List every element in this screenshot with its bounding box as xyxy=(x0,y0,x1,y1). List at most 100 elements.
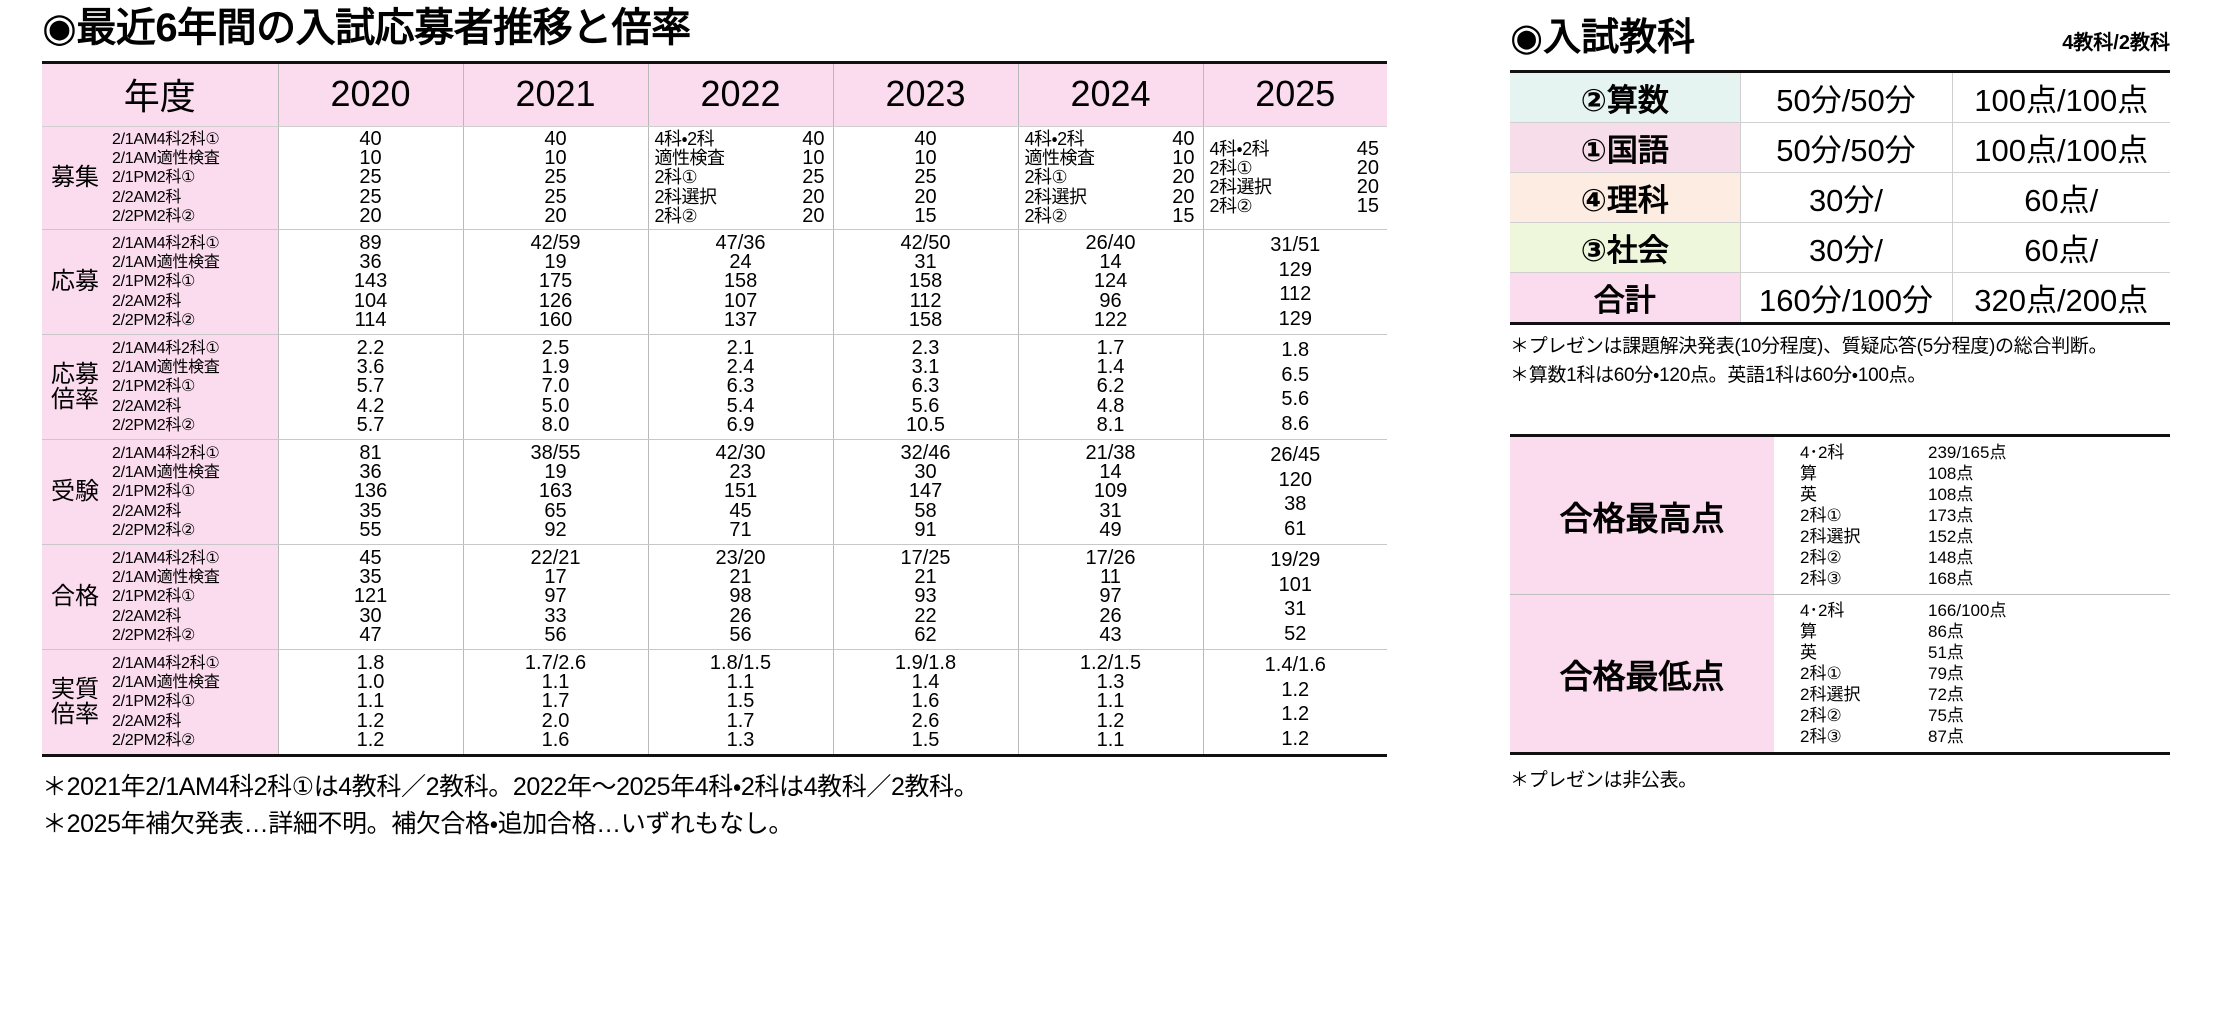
score-points: 239/165点 xyxy=(1928,443,2007,462)
score-points: 72点 xyxy=(1928,685,1964,704)
header-year-2024: 2024 xyxy=(1018,61,1204,127)
cell-line: 2科① 20 xyxy=(1019,167,1203,187)
cell-受験-2024: 21/38 14 109 31 49 xyxy=(1018,439,1204,546)
cell-実質倍率-2024: 1.2/1.5 1.3 1.1 1.2 1.1 xyxy=(1018,649,1204,758)
score-line: 英 51点 xyxy=(1800,642,2170,663)
row-sublabel: 2/1PM2科① xyxy=(112,273,196,291)
cell-実質倍率-2021: 1.7/2.6 1.1 1.7 2.0 1.6 xyxy=(463,649,649,758)
subject-row: ②算数 50分/50分 100点/100点 xyxy=(1510,71,2170,123)
footnote: ＊2025年補欠発表…詳細不明。補欠合格・追加合格…いずれもなし。 xyxy=(42,810,793,839)
score-line: 2科③ 87点 xyxy=(1800,726,2170,747)
cell-value: 1.1 xyxy=(356,690,385,713)
subject-time: 30分/ xyxy=(1740,172,1953,223)
cell-value: 1.2 xyxy=(356,728,385,751)
cell-line: 4科・2科 40 xyxy=(649,129,833,149)
pass-score-table: 合格最高点 4･2科 239/165点算 108点英 108点 2科① 173点 2科選択 15… xyxy=(1510,434,2170,755)
cell-応募-2023: 42/50 31 158 112 158 xyxy=(833,229,1019,336)
cell-value: 107 xyxy=(723,289,758,312)
subject-time: 30分/ xyxy=(1740,222,1953,273)
cell-value: 5.0 xyxy=(541,394,570,417)
cell-value: 5.4 xyxy=(726,394,755,417)
cell-value: 136 xyxy=(353,480,388,503)
cell-合格-2025: 19/29 101 31 52 xyxy=(1203,544,1388,651)
score-block-row: 合格最低点 4･2科 166/100点算 86点英 51点 2科① 79点 2科選択 72点 2科… xyxy=(1510,594,2170,754)
cell-value: 1.2 xyxy=(356,709,385,732)
table-row: 応募 倍率 2/1AM4科2科① 2/1AM適性検査 2/1PM2科① 2/2AM2科 2/… xyxy=(42,334,1388,441)
row-sublabel: 2/1PM2科① xyxy=(112,483,196,501)
row-group-実質倍率: 実質 倍率 xyxy=(42,649,108,758)
cell-value: 2.5 xyxy=(541,337,570,359)
cell-value: 14 xyxy=(1099,461,1122,484)
cell-value: 1.8/1.5 xyxy=(709,652,772,674)
cell-line: 2科① 20 xyxy=(1204,158,1388,178)
score-line: 2科② 148点 xyxy=(1800,547,2170,568)
cell-value: 121 xyxy=(353,585,388,608)
cell-sublabel: 適性検査 xyxy=(654,148,726,169)
cell-value: 25 xyxy=(914,166,937,189)
cell-line: 適性検査 10 xyxy=(649,148,833,169)
cell-value: 6.9 xyxy=(726,413,755,436)
score-points: 152点 xyxy=(1928,527,1974,546)
cell-value: 20 xyxy=(914,185,937,208)
cell-value: 3.6 xyxy=(356,356,385,379)
cell-value: 26 xyxy=(729,604,752,627)
cell-value: 1.6 xyxy=(911,690,940,713)
cell-value: 8.0 xyxy=(541,413,570,436)
cell-value: 35 xyxy=(359,499,382,522)
score-block-title: 合格最低点 xyxy=(1510,594,1774,754)
score-block-body: 4･2科 239/165点算 108点英 108点 2科① 173点 2科選択 152点 2科②… xyxy=(1774,435,2170,595)
score-line: 2科① 79点 xyxy=(1800,663,2170,684)
cell-value: 20 xyxy=(802,204,825,227)
cell-value: 1.1 xyxy=(726,671,755,694)
cell-value: 93 xyxy=(914,585,937,608)
cell-value: 47/36 xyxy=(715,232,766,254)
cell-value: 42/30 xyxy=(715,442,766,464)
subject-footnotes: ＊プレゼンは課題解決発表(10分程度)、質疑応答(5分程度)の総合判断。 ＊算数… xyxy=(1510,333,2170,390)
cell-value: 36 xyxy=(359,461,382,484)
subjects-title: ◉入試教科 xyxy=(1510,17,1696,59)
cell-受験-2020: 81 36 136 35 55 xyxy=(278,439,464,546)
cell-value: 5.6 xyxy=(1281,388,1310,411)
admissions-trend-table: 年度 2020 2021 2022 2023 2024 2025 募集 2/1AM4科2科① 2/… xyxy=(42,61,1388,758)
score-line: 2科選択 72点 xyxy=(1800,684,2170,705)
cell-value: 2.6 xyxy=(911,709,940,732)
subject-name: 合計 xyxy=(1510,272,1741,324)
row-sublabel: 2/1AM適性検査 xyxy=(112,674,220,692)
header-year-label: 年度 xyxy=(42,61,279,127)
subject-points: 60点/ xyxy=(1952,222,2170,273)
cell-line: 2科選択 20 xyxy=(1204,177,1388,197)
row-group-募集: 募集 xyxy=(42,126,108,231)
score-key: 2科選択 xyxy=(1800,685,1861,704)
table-row: 募集 2/1AM4科2科① 2/1AM適性検査 2/1PM2科① 2/2AM2科 2/2P… xyxy=(42,126,1388,231)
cell-value: 143 xyxy=(353,270,388,293)
exam-subjects-panel: ◉入試教科 4教科/2教科 ②算数 50分/50分 100点/100点 ①国語 50分/… xyxy=(1510,6,2170,792)
cell-value: 30 xyxy=(914,461,937,484)
cell-募集-2023: 40 10 25 20 15 xyxy=(833,126,1019,231)
cell-value: 26/40 xyxy=(1085,232,1136,254)
cell-value: 114 xyxy=(354,308,387,331)
score-points: 166/100点 xyxy=(1928,601,2007,620)
row-sublabel: 2/1AM適性検査 xyxy=(112,254,220,272)
row-sublabel: 2/2AM2科 xyxy=(112,292,182,310)
cell-応募倍率-2021: 2.5 1.9 7.0 5.0 8.0 xyxy=(463,334,649,441)
row-group-line: 実質 xyxy=(51,675,99,703)
score-key: 2科③ xyxy=(1800,727,1842,746)
cell-value: 5.7 xyxy=(356,375,385,398)
cell-value: 1.2/1.5 xyxy=(1079,652,1142,674)
cell-value: 22 xyxy=(914,604,937,627)
cell-sublabel: 2科① xyxy=(654,167,698,188)
cell-value: 19 xyxy=(544,251,567,274)
cell-value: 23/20 xyxy=(715,547,766,569)
cell-value: 40 xyxy=(914,128,937,150)
score-key: 2科③ xyxy=(1800,569,1842,588)
table-row: 実質 倍率 2/1AM4科2科① 2/1AM適性検査 2/1PM2科① 2/2AM2科 2/… xyxy=(42,649,1388,758)
row-group-応募: 応募 xyxy=(42,229,108,336)
subject-row: 合計 160分/100分 320点/200点 xyxy=(1510,272,2170,324)
cell-value: 1.2 xyxy=(1281,678,1310,701)
row-sublabel: 2/1AM4科2科① xyxy=(112,131,220,148)
subject-name: ④理科 xyxy=(1510,172,1741,223)
subject-name: ②算数 xyxy=(1510,71,1741,123)
cell-value: 11 xyxy=(1100,566,1121,589)
score-points: 108点 xyxy=(1928,485,1974,504)
cell-value: 15 xyxy=(1172,204,1195,227)
